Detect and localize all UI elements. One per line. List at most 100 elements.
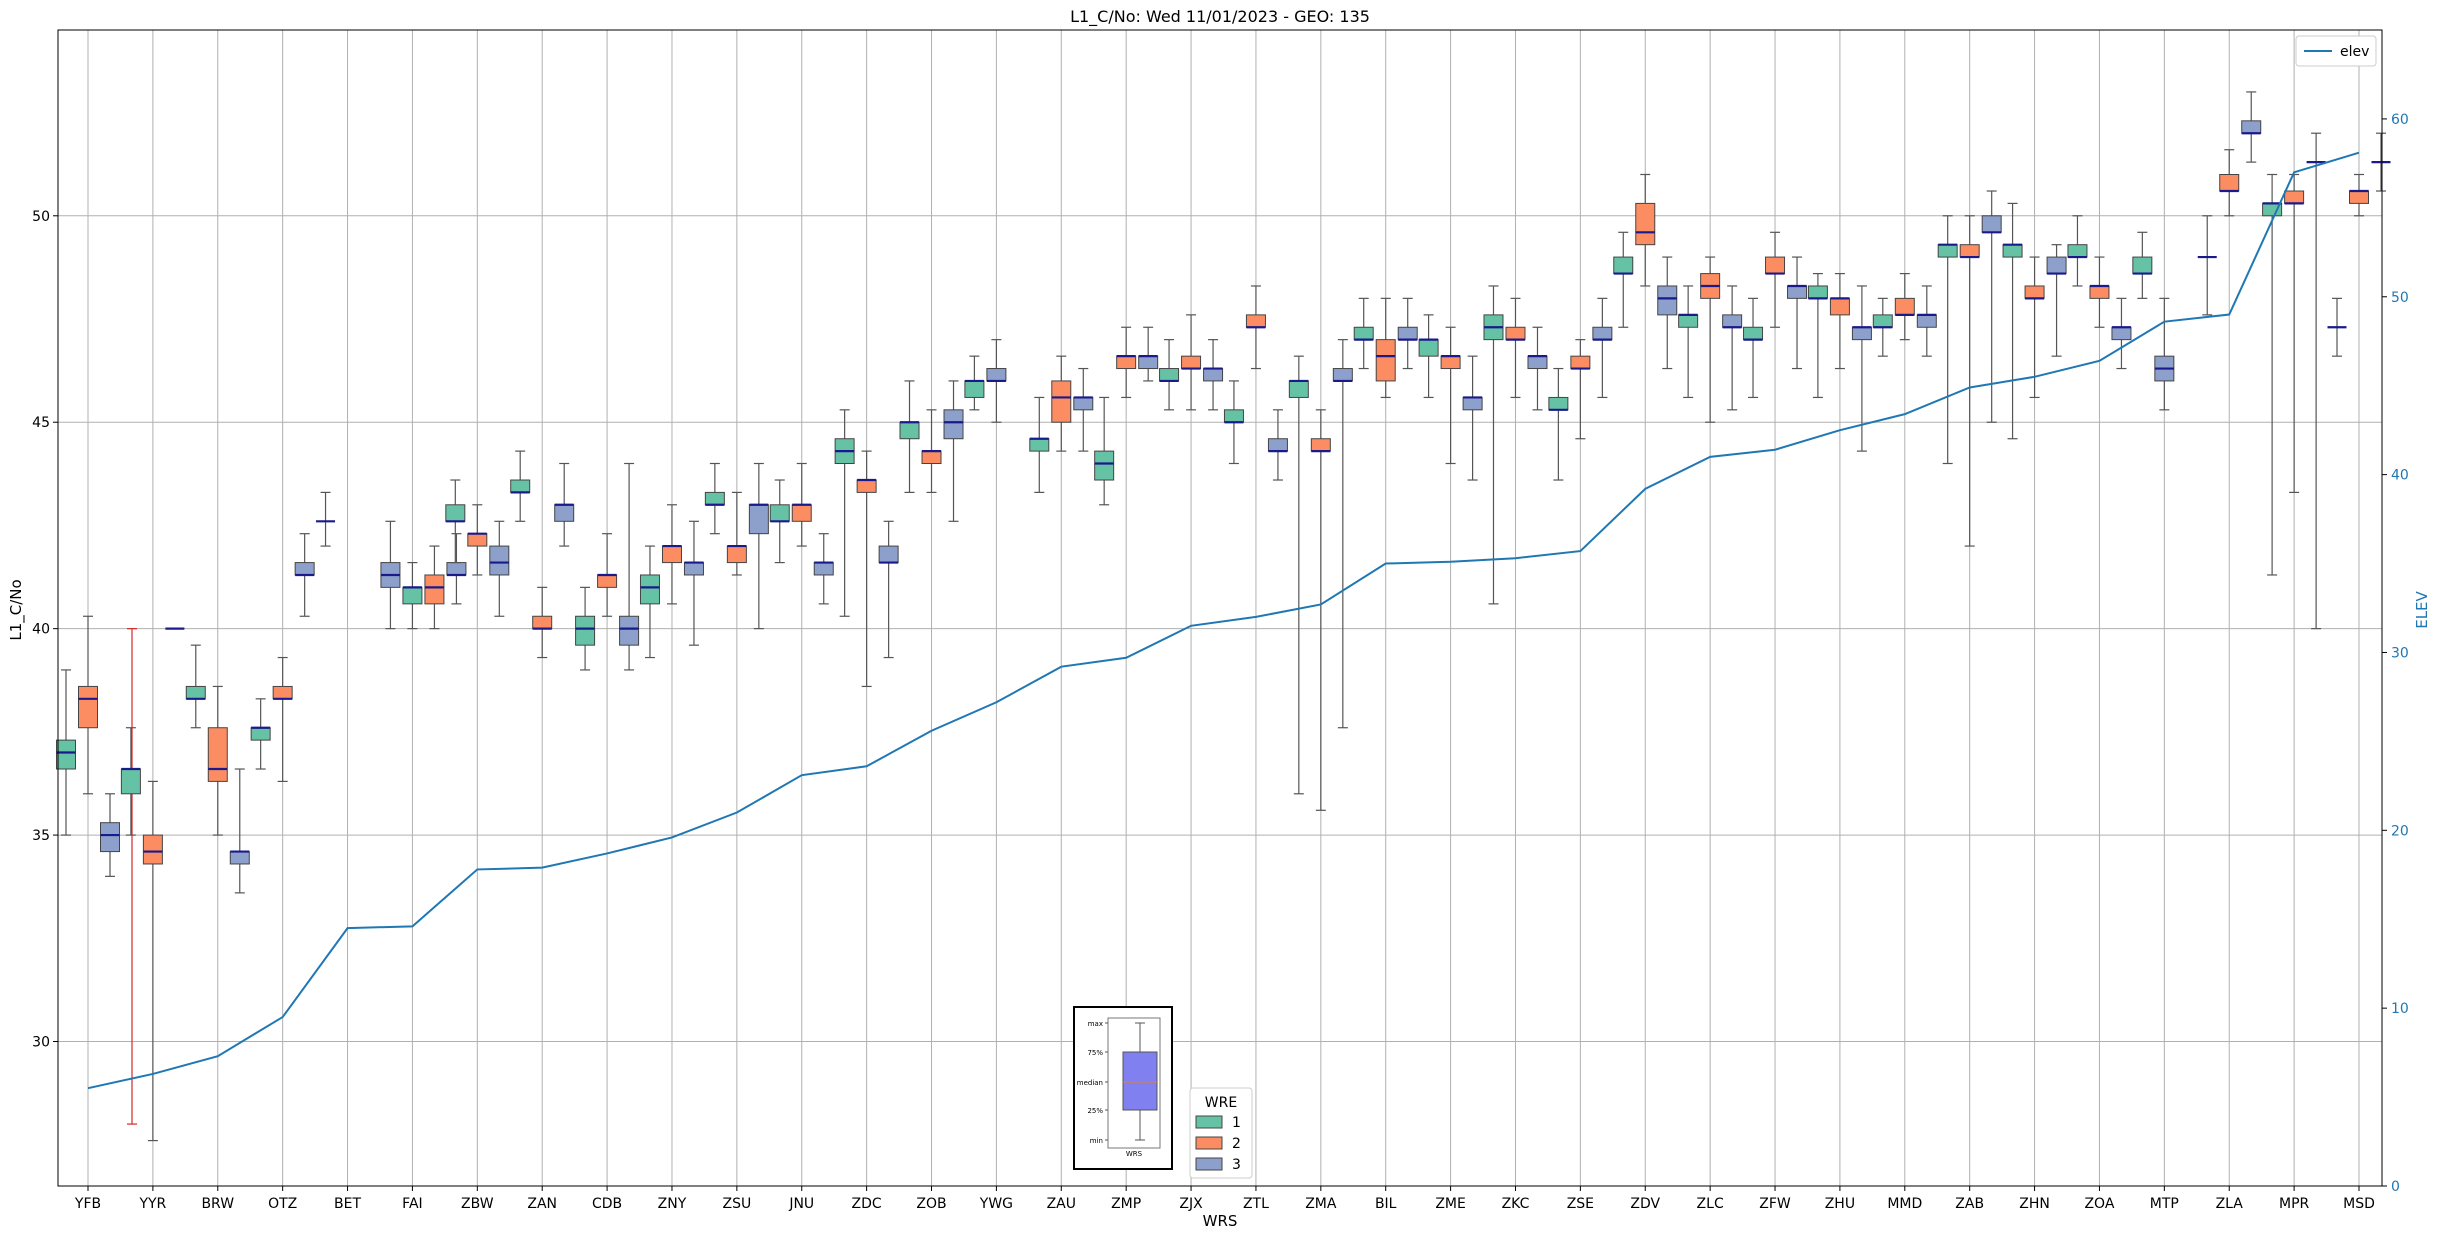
box-iqr bbox=[1851, 326, 1872, 341]
box-plot bbox=[1570, 339, 1591, 440]
box-plot bbox=[1094, 396, 1115, 506]
box-plot bbox=[2219, 149, 2240, 217]
box-iqr bbox=[1527, 355, 1548, 370]
box-plot bbox=[1981, 190, 2002, 423]
grid-lines bbox=[58, 30, 2382, 1186]
box-iqr bbox=[446, 562, 467, 576]
plot-frame bbox=[57, 29, 2383, 1187]
box-iqr bbox=[1505, 326, 1526, 341]
box-plot bbox=[1613, 231, 1634, 328]
box-iqr bbox=[1375, 339, 1396, 382]
box-plot bbox=[250, 698, 271, 770]
box-plot bbox=[943, 380, 964, 522]
box-iqr bbox=[1678, 314, 1699, 328]
y2-tick-label: 10 bbox=[2391, 1001, 2409, 1017]
legend-elev-frame bbox=[2295, 35, 2377, 67]
box-iqr bbox=[229, 851, 250, 865]
x-tick-label: YFB bbox=[74, 1196, 101, 1212]
box-plot bbox=[748, 462, 769, 630]
box-plot bbox=[1657, 256, 1678, 370]
y-tick-label: 50 bbox=[32, 209, 50, 225]
box-plot bbox=[1722, 285, 1743, 411]
box-iqr bbox=[1829, 297, 1850, 316]
box-plot bbox=[2371, 132, 2391, 192]
box-plot bbox=[2306, 132, 2326, 630]
x-tick-label: ZDV bbox=[1630, 1196, 1660, 1212]
box-iqr bbox=[683, 562, 704, 576]
y-tick-label: 35 bbox=[32, 828, 50, 844]
box-plot bbox=[272, 656, 293, 783]
box-plot bbox=[185, 644, 206, 729]
box-iqr bbox=[813, 562, 834, 576]
box-iqr bbox=[142, 834, 163, 865]
box-iqr bbox=[639, 574, 660, 605]
box-iqr bbox=[1267, 438, 1288, 452]
box-plot bbox=[1505, 297, 1526, 399]
box-plot bbox=[1807, 272, 1828, 399]
box-plot bbox=[1375, 297, 1396, 399]
inset-key-label: max bbox=[1088, 1020, 1103, 1028]
box-iqr bbox=[1657, 285, 1678, 316]
box-plot bbox=[1916, 285, 1937, 357]
box-plot bbox=[2284, 173, 2305, 493]
box-iqr bbox=[1116, 355, 1137, 370]
box-plot bbox=[1959, 215, 1980, 547]
inset-key-xlabel: WRS bbox=[1126, 1150, 1143, 1158]
y-axis-label: L1_C/No bbox=[7, 579, 26, 640]
legend-wre-swatch bbox=[1195, 1136, 1223, 1150]
box-iqr bbox=[2132, 256, 2153, 275]
x-tick-label: BET bbox=[334, 1196, 361, 1212]
box-iqr bbox=[1181, 355, 1202, 370]
box-plot bbox=[1527, 326, 1548, 411]
box-plot bbox=[229, 768, 250, 894]
box-iqr bbox=[1159, 368, 1180, 382]
box-plot bbox=[2089, 256, 2110, 328]
box-iqr bbox=[704, 491, 725, 506]
box-iqr bbox=[921, 450, 942, 465]
box-iqr bbox=[1570, 355, 1591, 370]
box-plot bbox=[2024, 256, 2045, 399]
box-plot bbox=[1116, 326, 1137, 399]
inset-key: max 75% median 25% min WRS bbox=[1073, 1006, 1173, 1170]
box-plot bbox=[1310, 409, 1331, 811]
box-iqr bbox=[207, 727, 228, 782]
x-tick-label: ZOA bbox=[2084, 1196, 2114, 1212]
box-iqr bbox=[1872, 314, 1893, 328]
x-tick-label: BRW bbox=[201, 1196, 234, 1212]
x-tick-label: MMD bbox=[1887, 1196, 1922, 1212]
box-iqr bbox=[2241, 120, 2262, 134]
box-plot bbox=[878, 520, 899, 659]
box-iqr bbox=[2024, 285, 2045, 299]
legend-wre-swatch bbox=[1195, 1115, 1223, 1129]
y2-tick-label: 60 bbox=[2391, 112, 2409, 128]
box-plot bbox=[2067, 215, 2088, 287]
box-iqr bbox=[272, 685, 293, 700]
inset-key-label: 25% bbox=[1087, 1107, 1103, 1115]
box-plot bbox=[1440, 326, 1461, 465]
x-tick-label: ZNY bbox=[658, 1196, 687, 1212]
box-iqr bbox=[1397, 326, 1418, 341]
legend-elev-label: elev bbox=[2340, 44, 2369, 60]
box-iqr bbox=[1937, 244, 1958, 258]
box-iqr bbox=[2219, 174, 2240, 192]
box-plot bbox=[1051, 355, 1072, 452]
box-plot bbox=[575, 586, 596, 671]
box-plot bbox=[142, 780, 163, 1142]
box-plot bbox=[532, 586, 553, 659]
box-plot bbox=[2046, 244, 2067, 357]
legend-wre: WRE 1 2 3 bbox=[1189, 1087, 1253, 1179]
box-iqr bbox=[1635, 202, 1656, 246]
box-plot bbox=[1462, 355, 1483, 481]
box-iqr bbox=[1743, 326, 1764, 341]
legend-wre-title: WRE bbox=[1205, 1095, 1237, 1111]
box-iqr bbox=[1462, 396, 1483, 411]
box-plot bbox=[986, 339, 1007, 423]
box-plot bbox=[2241, 91, 2262, 163]
x-tick-label: OTZ bbox=[268, 1196, 297, 1212]
box-plot bbox=[1245, 285, 1266, 370]
x-tick-label: ZJX bbox=[1179, 1196, 1203, 1212]
box-plot bbox=[1267, 409, 1288, 481]
box-iqr bbox=[2111, 326, 2132, 341]
